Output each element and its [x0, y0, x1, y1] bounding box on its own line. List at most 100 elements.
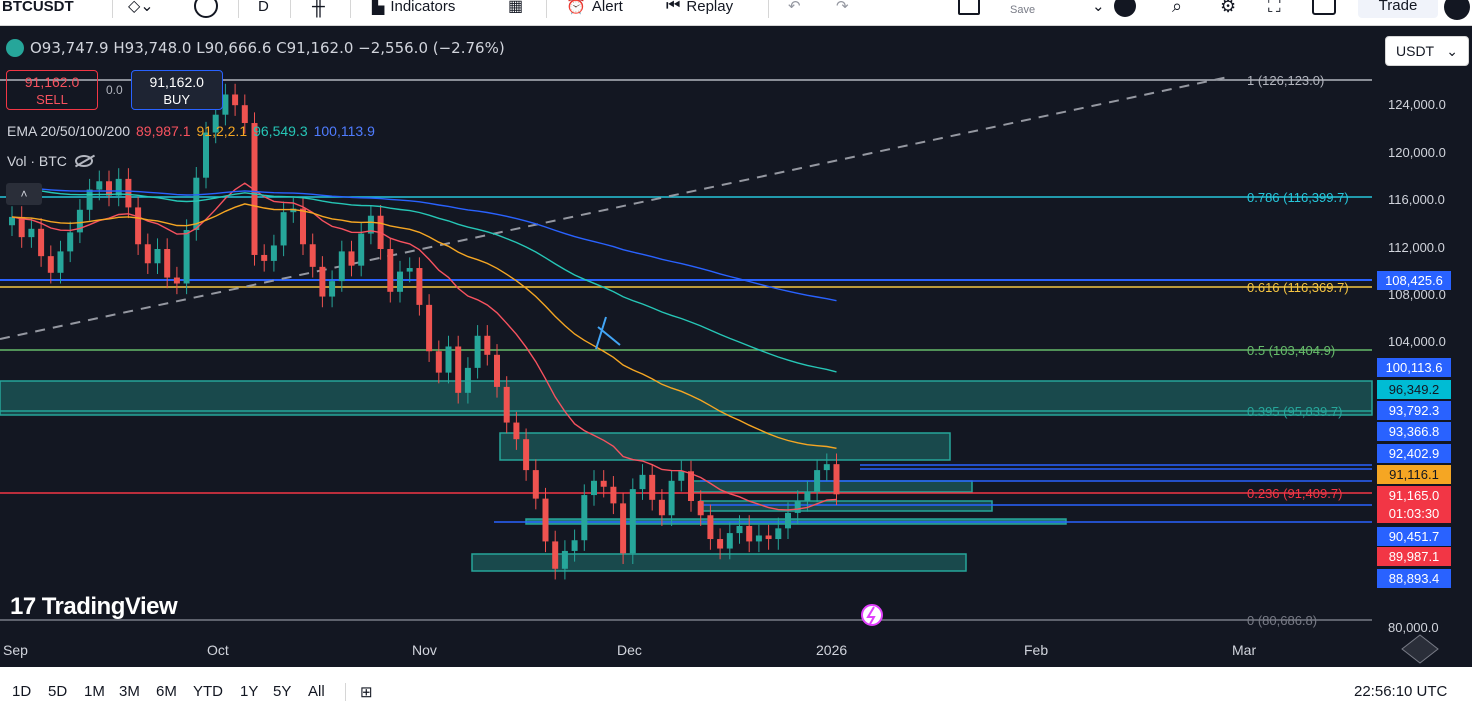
candle-body — [658, 499, 665, 516]
timeframe-1m[interactable]: 1M — [84, 683, 105, 700]
sell-price: 91,162.0 — [24, 74, 80, 90]
zone-box — [471, 553, 967, 572]
price-tag — [1377, 504, 1451, 523]
undo-button[interactable]: ↶ — [788, 0, 801, 18]
candle-body — [746, 525, 753, 542]
spread-value: 0.0 — [106, 83, 123, 97]
candle-body — [726, 533, 733, 549]
price-tag-label: 91,165.0 — [1389, 488, 1440, 503]
candle-body — [736, 525, 743, 534]
layout-button[interactable] — [958, 0, 980, 18]
search-button[interactable]: ⌕ — [1172, 0, 1182, 18]
candle-body — [794, 501, 801, 513]
chart-pane[interactable]: 1 (126,123.0) 0.786 (116,399.7) 0.616 (116… — [0, 27, 1472, 667]
date-range-button[interactable]: ⊞ — [360, 683, 373, 701]
replay-icon: ⏮ — [666, 0, 681, 14]
y-axis-tick-label: 124,000.0 — [1388, 97, 1446, 112]
candle-body — [212, 114, 219, 133]
candle-body — [173, 277, 180, 284]
candle-body — [309, 244, 316, 267]
y-axis-tick-label: 80,000.0 — [1388, 620, 1439, 635]
candle-body — [241, 105, 248, 124]
collapse-legend-button[interactable]: ˄ — [6, 183, 42, 205]
candle-body — [620, 503, 627, 554]
candle-body — [717, 539, 724, 549]
gear-icon: ⚙ — [1220, 0, 1237, 16]
candle-body — [338, 251, 345, 282]
ema-legend[interactable]: EMA 20/50/100/200 89,987.1 91,2,2.1 96,5… — [7, 123, 375, 139]
fullscreen-icon: ⛶ — [1268, 0, 1281, 16]
candle-body — [261, 254, 268, 261]
ema-100-value: 96,549.3 — [253, 123, 308, 139]
utc-clock[interactable]: 22:56:10 UTC — [1354, 683, 1448, 700]
candle-body — [86, 189, 93, 210]
buy-button[interactable]: 91,162.0 BUY — [130, 70, 223, 110]
alert-button[interactable]: ⏰ Alert — [566, 0, 623, 18]
trade-button[interactable]: Trade — [1358, 0, 1438, 18]
chevron-up-icon: ˄ — [20, 187, 28, 201]
hidden-eye-icon[interactable] — [74, 155, 93, 167]
symbol-legend: O93,747.9 H93,748.0 L90,666.6 C91,162.0 … — [6, 39, 505, 57]
ema-label: EMA 20/50/100/200 — [7, 123, 130, 139]
interval-button[interactable]: D — [258, 0, 269, 18]
candle-body — [329, 281, 336, 297]
timeframe-1d[interactable]: 1D — [12, 683, 32, 700]
layout-icon — [958, 0, 980, 15]
candle-body — [435, 351, 442, 373]
save-menu-button[interactable]: ⌄ — [1092, 0, 1105, 18]
indicators-label: Indicators — [390, 0, 456, 15]
candle-body — [270, 245, 277, 261]
snapshot-button[interactable] — [1312, 0, 1336, 18]
ema-50-line — [11, 203, 837, 449]
candle-body — [639, 474, 646, 490]
fullscreen-button[interactable]: ⛶ — [1268, 0, 1281, 18]
candle-body — [785, 512, 791, 529]
templates-button[interactable]: ▦ — [508, 0, 523, 18]
currency-select[interactable]: USDT ⌄ — [1385, 36, 1469, 66]
candle-body — [833, 464, 840, 495]
replay-button[interactable]: ⏮ Replay — [666, 0, 733, 18]
candle-body — [222, 94, 229, 115]
timeframe-all[interactable]: All — [308, 683, 325, 700]
settings-button[interactable]: ⚙ — [1220, 0, 1236, 18]
candle-body — [532, 470, 539, 499]
alert-icon: ⏰ — [566, 0, 586, 15]
price-tag-label: 89,987.1 — [1389, 549, 1440, 564]
symbol-search[interactable]: BTCUSDT — [2, 0, 74, 18]
zone-box — [689, 480, 973, 493]
bottom-toolbar: 1D 5D 1M 3M 6M YTD 1Y 5Y All ⊞ 22:56:10 … — [0, 667, 1472, 704]
add-symbol-button[interactable] — [194, 0, 218, 18]
save-button[interactable]: Save — [1010, 0, 1035, 22]
candle-body — [823, 464, 830, 471]
timeframe-1y[interactable]: 1Y — [240, 683, 259, 700]
y-axis-tick-label: 120,000.0 — [1388, 145, 1446, 160]
candle-body — [542, 498, 549, 542]
avatar[interactable] — [1444, 0, 1470, 20]
volume-legend[interactable]: Vol · BTC — [7, 153, 93, 169]
price-tag — [1377, 380, 1451, 399]
account-status[interactable] — [1114, 0, 1136, 18]
timeframe-6m[interactable]: 6M — [156, 683, 177, 700]
price-tag — [1377, 527, 1451, 546]
price-tag — [1377, 358, 1451, 377]
ema-20-value: 89,987.1 — [136, 123, 191, 139]
indicators-icon: ▙ — [372, 0, 385, 15]
price-chart[interactable]: 1 (126,123.0) 0.786 (116,399.7) 0.616 (116… — [0, 27, 1472, 667]
timeframe-3m[interactable]: 3M — [119, 683, 140, 700]
timeframe-ytd[interactable]: YTD — [193, 683, 223, 700]
candle-body — [9, 216, 15, 226]
compare-button[interactable]: ◇⌄ — [128, 0, 154, 18]
ema-20-line — [11, 182, 837, 511]
indicators-button[interactable]: ▙ Indicators — [372, 0, 455, 18]
candle-body — [513, 422, 520, 440]
price-tag — [1377, 271, 1451, 290]
price-tag-label: 92,402.9 — [1389, 446, 1440, 461]
chart-type-button[interactable]: ╫ — [312, 0, 325, 18]
price-tag — [1377, 444, 1451, 463]
ohlc-values: O93,747.9 H93,748.0 L90,666.6 C91,162.0 … — [30, 39, 505, 57]
candle-body — [358, 233, 365, 266]
timeframe-5d[interactable]: 5D — [48, 683, 68, 700]
timeframe-5y[interactable]: 5Y — [273, 683, 292, 700]
redo-button[interactable]: ↷ — [836, 0, 849, 18]
sell-button[interactable]: 91,162.0 SELL — [6, 70, 98, 110]
